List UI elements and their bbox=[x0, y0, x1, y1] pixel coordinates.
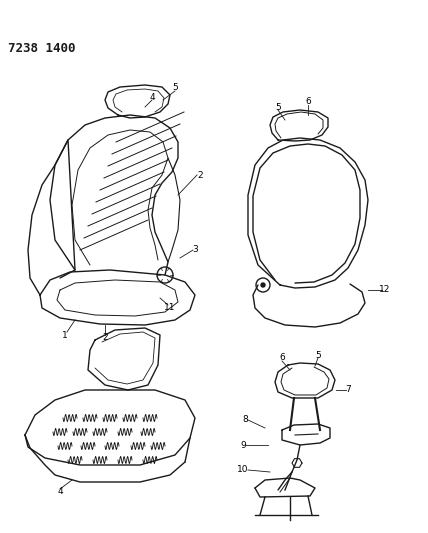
Text: 2: 2 bbox=[102, 334, 108, 343]
Text: 7238 1400: 7238 1400 bbox=[8, 42, 75, 55]
Text: 2: 2 bbox=[197, 171, 203, 180]
Text: 1: 1 bbox=[62, 330, 68, 340]
Text: 11: 11 bbox=[164, 303, 176, 312]
Text: 9: 9 bbox=[240, 440, 246, 449]
Text: 6: 6 bbox=[305, 98, 311, 107]
Text: 8: 8 bbox=[242, 416, 248, 424]
Text: 5: 5 bbox=[275, 102, 281, 111]
Text: 5: 5 bbox=[172, 84, 178, 93]
Text: 6: 6 bbox=[279, 353, 285, 362]
Text: 3: 3 bbox=[192, 246, 198, 254]
Text: 10: 10 bbox=[237, 465, 249, 474]
Text: 12: 12 bbox=[379, 286, 391, 295]
Circle shape bbox=[261, 283, 265, 287]
Text: 4: 4 bbox=[57, 488, 63, 497]
Text: 7: 7 bbox=[345, 385, 351, 394]
Text: 5: 5 bbox=[315, 351, 321, 359]
Text: 4: 4 bbox=[149, 93, 155, 101]
